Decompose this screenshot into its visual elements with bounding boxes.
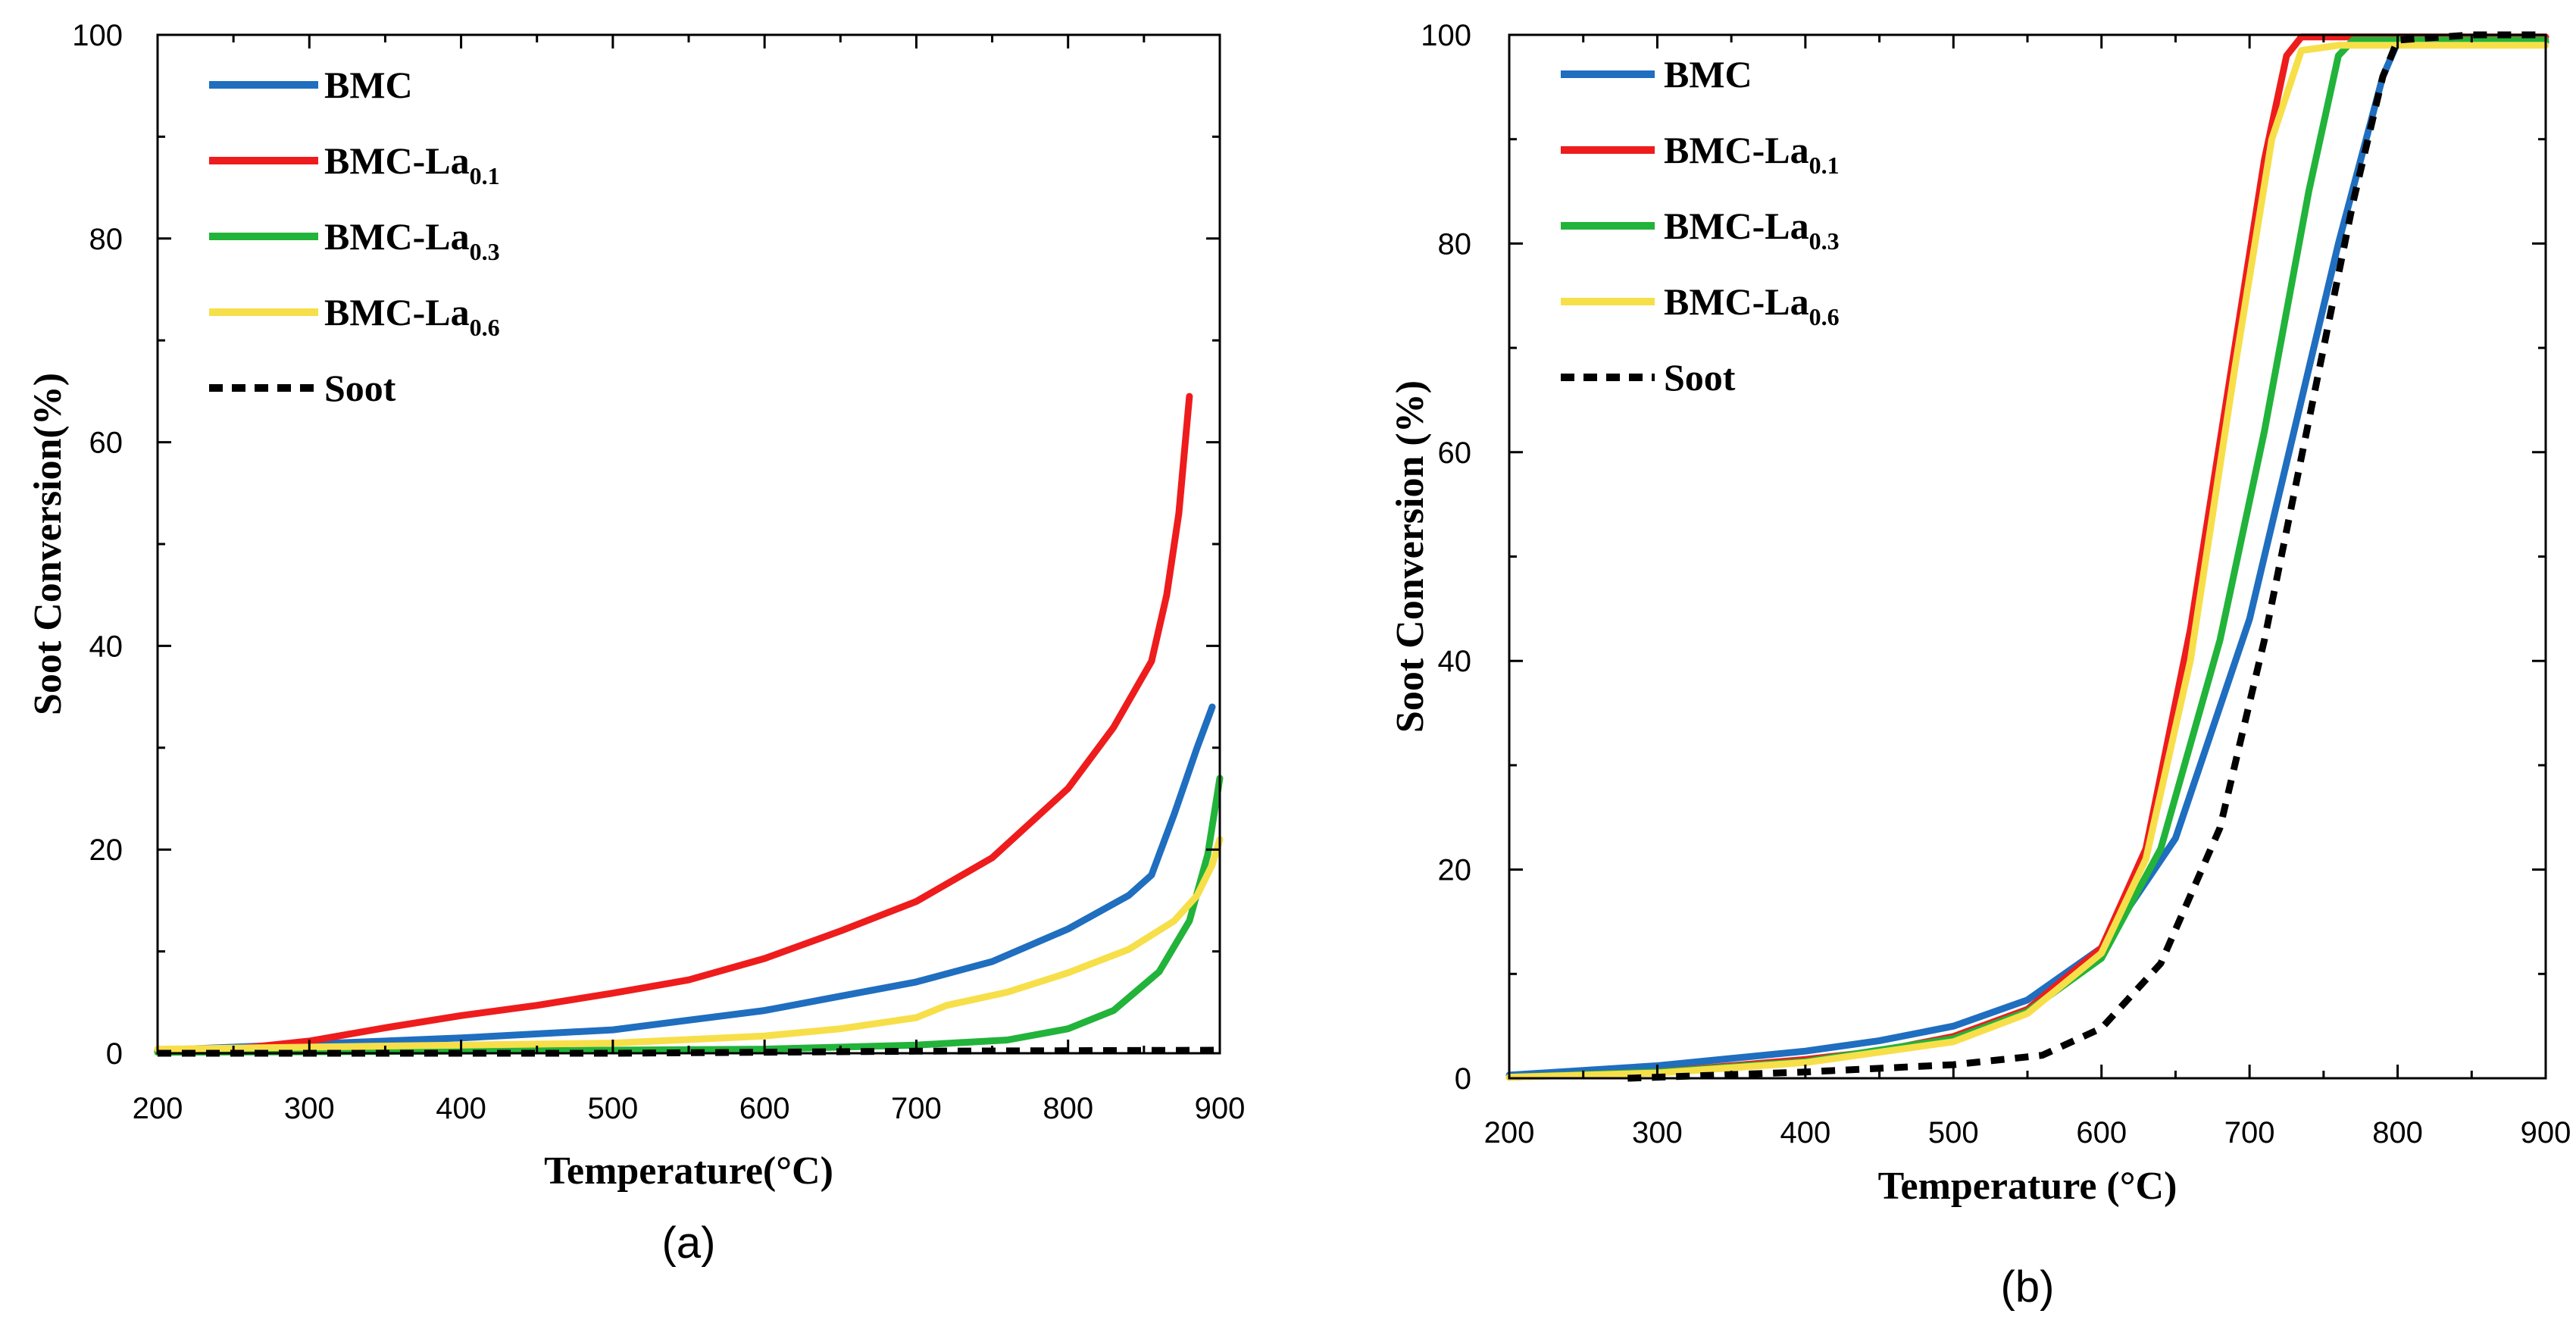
series-line-soot bbox=[1627, 31, 2546, 1082]
series-line-bmc-la0-6 bbox=[154, 836, 1224, 1053]
x-tick-label: 200 bbox=[133, 1092, 183, 1125]
x-tick-label: 400 bbox=[436, 1092, 486, 1125]
legend-label: BMC-La0.6 bbox=[324, 291, 500, 341]
legend-label: Soot bbox=[1664, 356, 1736, 399]
legend-label: BMC-La0.3 bbox=[324, 215, 500, 265]
y-tick-label: 40 bbox=[89, 630, 123, 663]
series-line-bmc-la0-3 bbox=[1505, 36, 2549, 1081]
x-tick-label: 900 bbox=[2521, 1116, 2571, 1149]
x-tick-label: 800 bbox=[1043, 1092, 1093, 1125]
x-axis-label: Temperature (°C) bbox=[1878, 1165, 2177, 1208]
legend-label: BMC-La0.6 bbox=[1664, 280, 1840, 330]
legend-label: Soot bbox=[324, 367, 396, 409]
legend-label: BMC bbox=[324, 64, 413, 106]
x-tick-label: 400 bbox=[1780, 1116, 1830, 1149]
y-tick-label: 0 bbox=[106, 1037, 123, 1071]
x-axis-label: Temperature(°C) bbox=[544, 1149, 833, 1193]
legend-label: BMC-La0.1 bbox=[1664, 129, 1840, 179]
y-axis-label: Soot Conversion(%) bbox=[27, 373, 70, 715]
x-tick-label: 300 bbox=[284, 1092, 335, 1125]
y-tick-label: 0 bbox=[1455, 1062, 1471, 1096]
x-tick-label: 600 bbox=[739, 1092, 790, 1125]
chart-panel-b: 200 300 400 500 600 700 800 900 0 20 40 60 80 100 Temp… bbox=[1389, 19, 2571, 1312]
x-tick-label: 800 bbox=[2372, 1116, 2423, 1149]
series-line-bmc-la0-1 bbox=[154, 393, 1193, 1055]
panel-label: (b) bbox=[2001, 1262, 2055, 1312]
x-tick-label: 900 bbox=[1195, 1092, 1246, 1125]
series-line-bmc bbox=[1505, 39, 2549, 1079]
y-tick-label: 80 bbox=[89, 223, 123, 256]
y-tick-label: 40 bbox=[1438, 645, 1472, 678]
plot-frame bbox=[1508, 33, 2547, 1080]
x-tick-label: 700 bbox=[2224, 1116, 2275, 1149]
y-tick-label: 20 bbox=[89, 834, 123, 867]
legend-label: BMC-La0.3 bbox=[1664, 205, 1840, 255]
series-line-bmc bbox=[154, 703, 1216, 1054]
legend: BMC BMC-La0.1 BMC-La0.3 BMC-La0.6 Soot bbox=[209, 64, 500, 409]
panel-label: (a) bbox=[662, 1218, 716, 1268]
y-tick-label: 100 bbox=[1421, 19, 1471, 52]
plot-frame bbox=[156, 33, 1221, 1055]
y-tick-label: 60 bbox=[89, 427, 123, 460]
legend-label: BMC-La0.1 bbox=[324, 139, 500, 189]
y-tick-label: 100 bbox=[72, 19, 123, 52]
x-tick-label: 300 bbox=[1632, 1116, 1683, 1149]
chart-panel-a: 200 300 400 500 600 700 800 900 0 20 40 60 80 100 Temp… bbox=[27, 19, 1245, 1268]
y-tick-label: 60 bbox=[1438, 436, 1472, 470]
x-tick-label: 600 bbox=[2076, 1116, 2127, 1149]
series-line-bmc-la0-1 bbox=[1505, 33, 2549, 1081]
legend: BMC BMC-La0.1 BMC-La0.3 BMC-La0.6 Soot bbox=[1561, 53, 1840, 399]
x-tick-label: 700 bbox=[891, 1092, 942, 1125]
series-line-bmc-la0-3 bbox=[154, 774, 1224, 1056]
legend-label: BMC bbox=[1664, 53, 1752, 95]
y-tick-label: 20 bbox=[1438, 854, 1472, 887]
y-axis-label: Soot Conversion (%) bbox=[1389, 380, 1432, 733]
series-line-bmc-la0-6 bbox=[1505, 42, 2549, 1081]
x-tick-label: 500 bbox=[587, 1092, 638, 1125]
y-tick-label: 80 bbox=[1438, 227, 1472, 261]
x-tick-label: 500 bbox=[1928, 1116, 1979, 1149]
x-tick-label: 200 bbox=[1484, 1116, 1535, 1149]
